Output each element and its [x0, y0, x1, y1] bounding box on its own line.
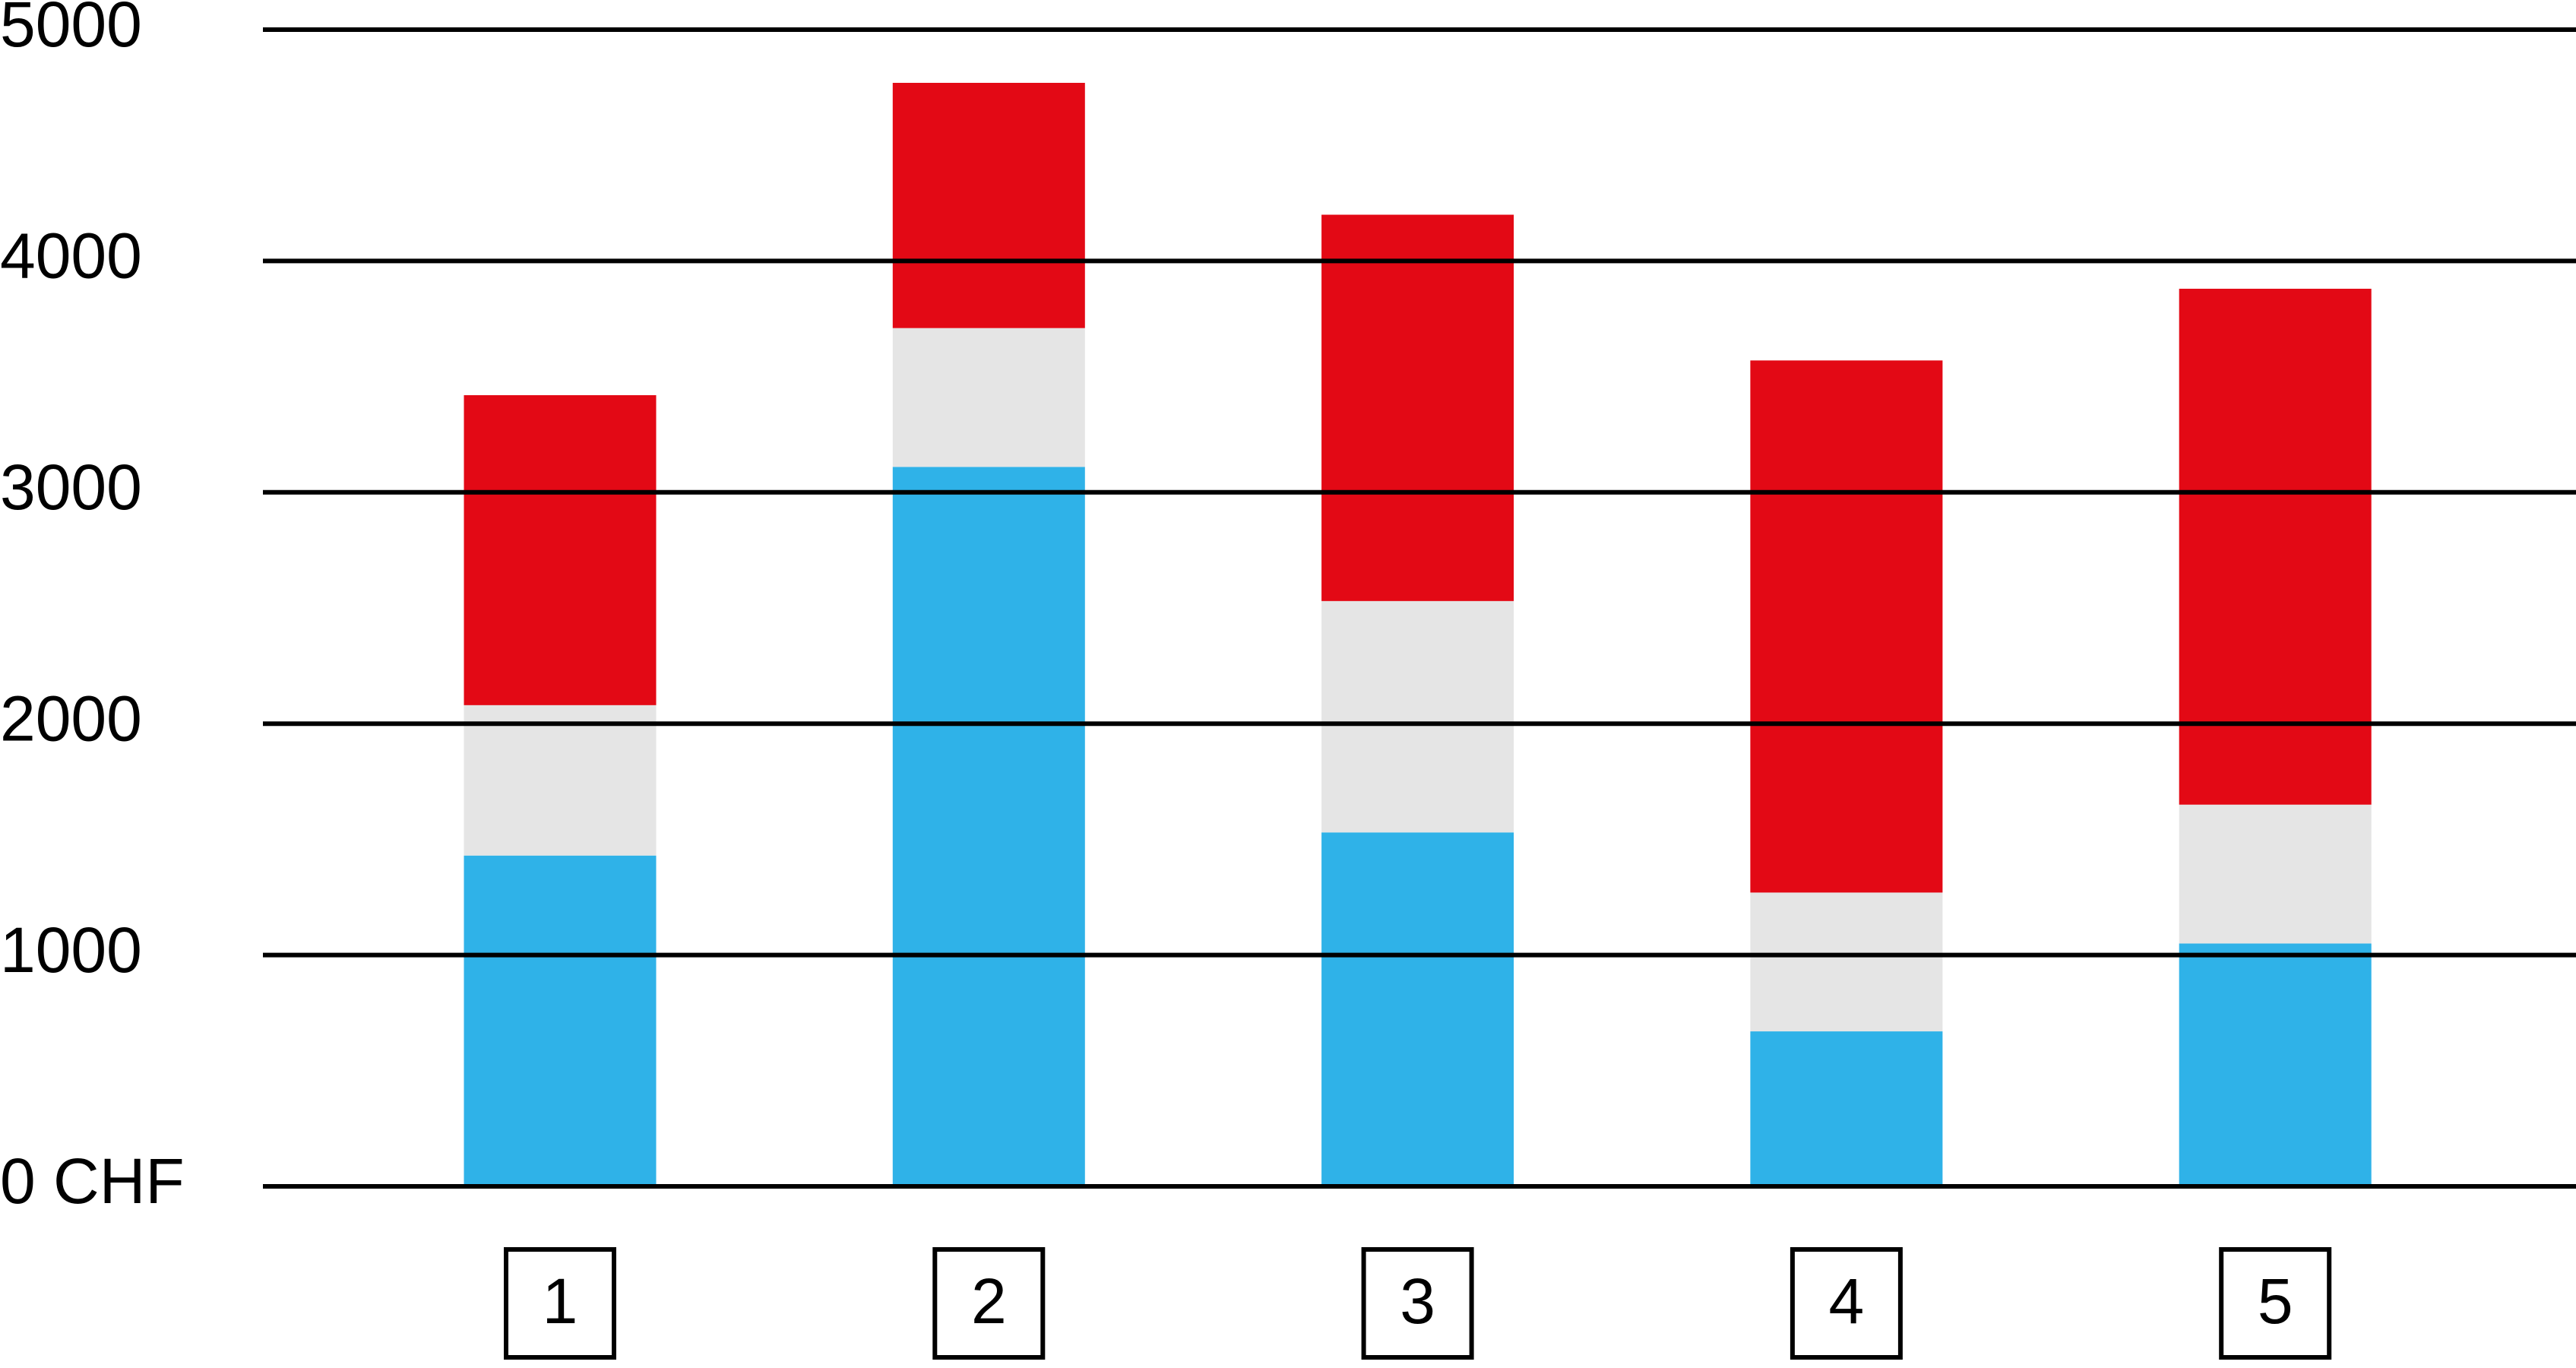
category-box	[932, 1247, 1046, 1360]
y-tick-label: 2000	[0, 682, 142, 754]
y-tick-label: 3000	[0, 451, 142, 523]
bar-segment	[1750, 360, 1943, 893]
x-tick-label: 2	[971, 1265, 1007, 1337]
bar-segment	[464, 855, 657, 1186]
bar-segment	[892, 467, 1085, 1186]
bar-segment	[1321, 214, 1514, 601]
bar-segment	[892, 328, 1085, 467]
y-tick-label: 0 CHF	[0, 1145, 185, 1217]
category-box	[504, 1247, 616, 1360]
x-tick-label: 5	[2258, 1265, 2293, 1337]
bar-segment	[2179, 943, 2372, 1186]
y-tick-label: 1000	[0, 914, 142, 986]
bar-segment	[1321, 832, 1514, 1186]
bar-segment	[2179, 288, 2372, 805]
x-tick-label: 1	[543, 1265, 578, 1337]
y-tick-label: 4000	[0, 220, 142, 292]
bar-segment	[464, 394, 657, 705]
category-box	[2219, 1247, 2332, 1360]
bar-segment	[1321, 600, 1514, 833]
category-box	[1790, 1247, 1903, 1360]
bar-segment	[464, 705, 657, 856]
bar-segment	[892, 83, 1085, 328]
x-tick-label: 3	[1400, 1265, 1435, 1337]
bar-segment	[1750, 892, 1943, 1032]
category-box	[1361, 1247, 1474, 1360]
bar-segment	[2179, 804, 2372, 944]
x-tick-label: 4	[1829, 1265, 1865, 1337]
y-tick-label: 5000	[0, 0, 142, 60]
bar-segment	[1750, 1031, 1943, 1186]
